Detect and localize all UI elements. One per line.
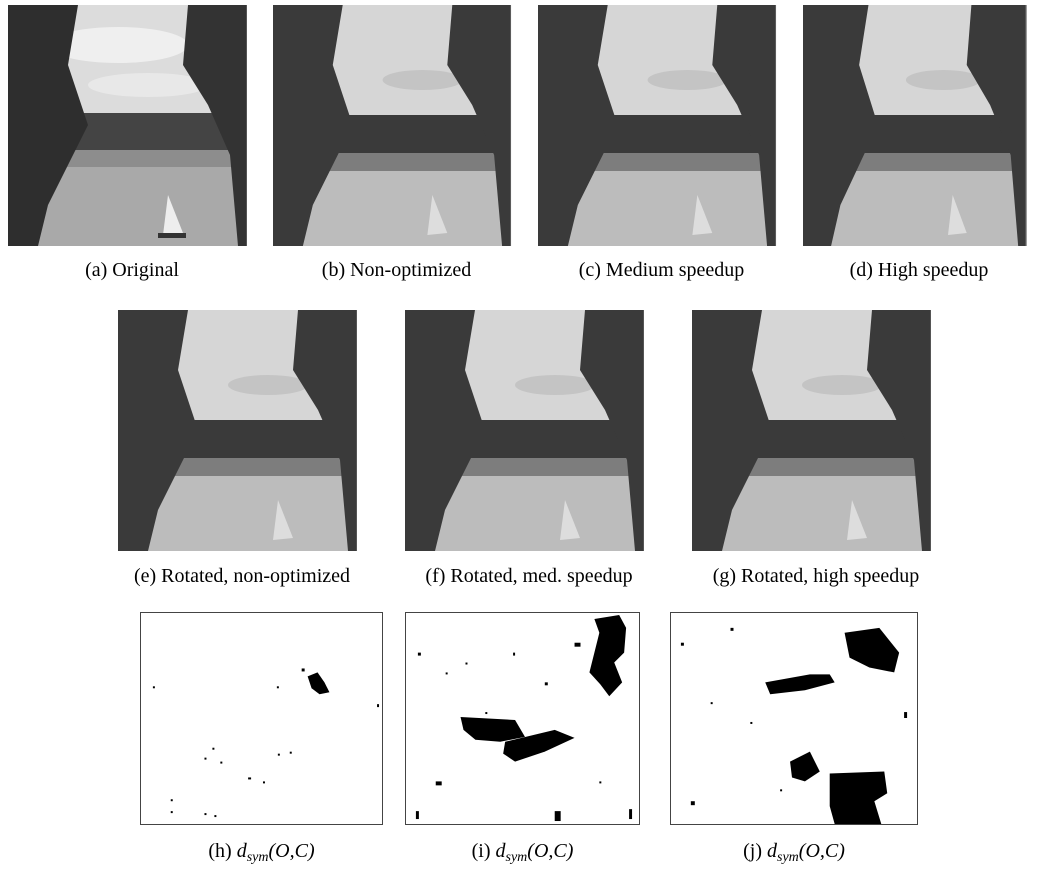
caption-b: (b) Non-optimized: [321, 259, 472, 281]
caption-j-args: (O,C): [798, 840, 845, 862]
caption-c: (c) Medium speedup: [578, 259, 745, 281]
caption-h-sub: sym: [246, 850, 269, 865]
image-high-speedup: [803, 5, 1035, 246]
diff-map-j-plot: [680, 627, 908, 824]
lake-scene-rotated-non-optimized: [118, 310, 366, 551]
caption-i-prefix: (i): [471, 840, 496, 862]
caption-j-sub: sym: [777, 850, 799, 865]
caption-h-prefix: (h): [208, 840, 237, 862]
lake-scene-original: [8, 5, 256, 246]
image-rotated-non-optimized: [118, 310, 366, 551]
caption-i-d: d: [495, 840, 506, 862]
lake-scene-rotated-med-speedup: [405, 310, 653, 551]
caption-i-args: (O,C): [527, 840, 574, 862]
caption-h-d: d: [236, 840, 247, 862]
caption-i-sub: sym: [505, 850, 528, 865]
caption-d: (d) High speedup: [849, 259, 989, 281]
image-rotated-med-speedup: [405, 310, 653, 551]
caption-j: (j) dsym(O,C): [670, 839, 918, 865]
caption-h: (h) dsym(O,C): [140, 839, 383, 865]
caption-i: (i) dsym(O,C): [405, 839, 640, 865]
diff-map-i-plot: [415, 614, 633, 822]
lake-scene-rotated-high-speedup: [692, 310, 940, 551]
caption-j-d: d: [767, 840, 777, 862]
lake-scene-medium-speedup: [538, 5, 785, 246]
caption-e: (e) Rotated, non-optimized: [133, 565, 351, 587]
lake-scene-high-speedup: [803, 5, 1035, 246]
image-medium-speedup: [538, 5, 785, 246]
caption-g: (g) Rotated, high speedup: [712, 565, 920, 587]
caption-j-prefix: (j): [743, 840, 767, 862]
caption-h-args: (O,C): [268, 840, 315, 862]
lake-scene-non-optimized: [273, 5, 520, 246]
image-rotated-high-speedup: [692, 310, 940, 551]
image-original: [8, 5, 256, 246]
diff-map-h: [140, 612, 383, 825]
diff-map-j: [670, 612, 918, 825]
image-non-optimized: [273, 5, 520, 246]
caption-a: (a) Original: [85, 259, 179, 281]
caption-f: (f) Rotated, med. speedup: [425, 565, 633, 587]
diff-map-h-plot: [152, 668, 380, 818]
diff-map-i: [405, 612, 640, 825]
